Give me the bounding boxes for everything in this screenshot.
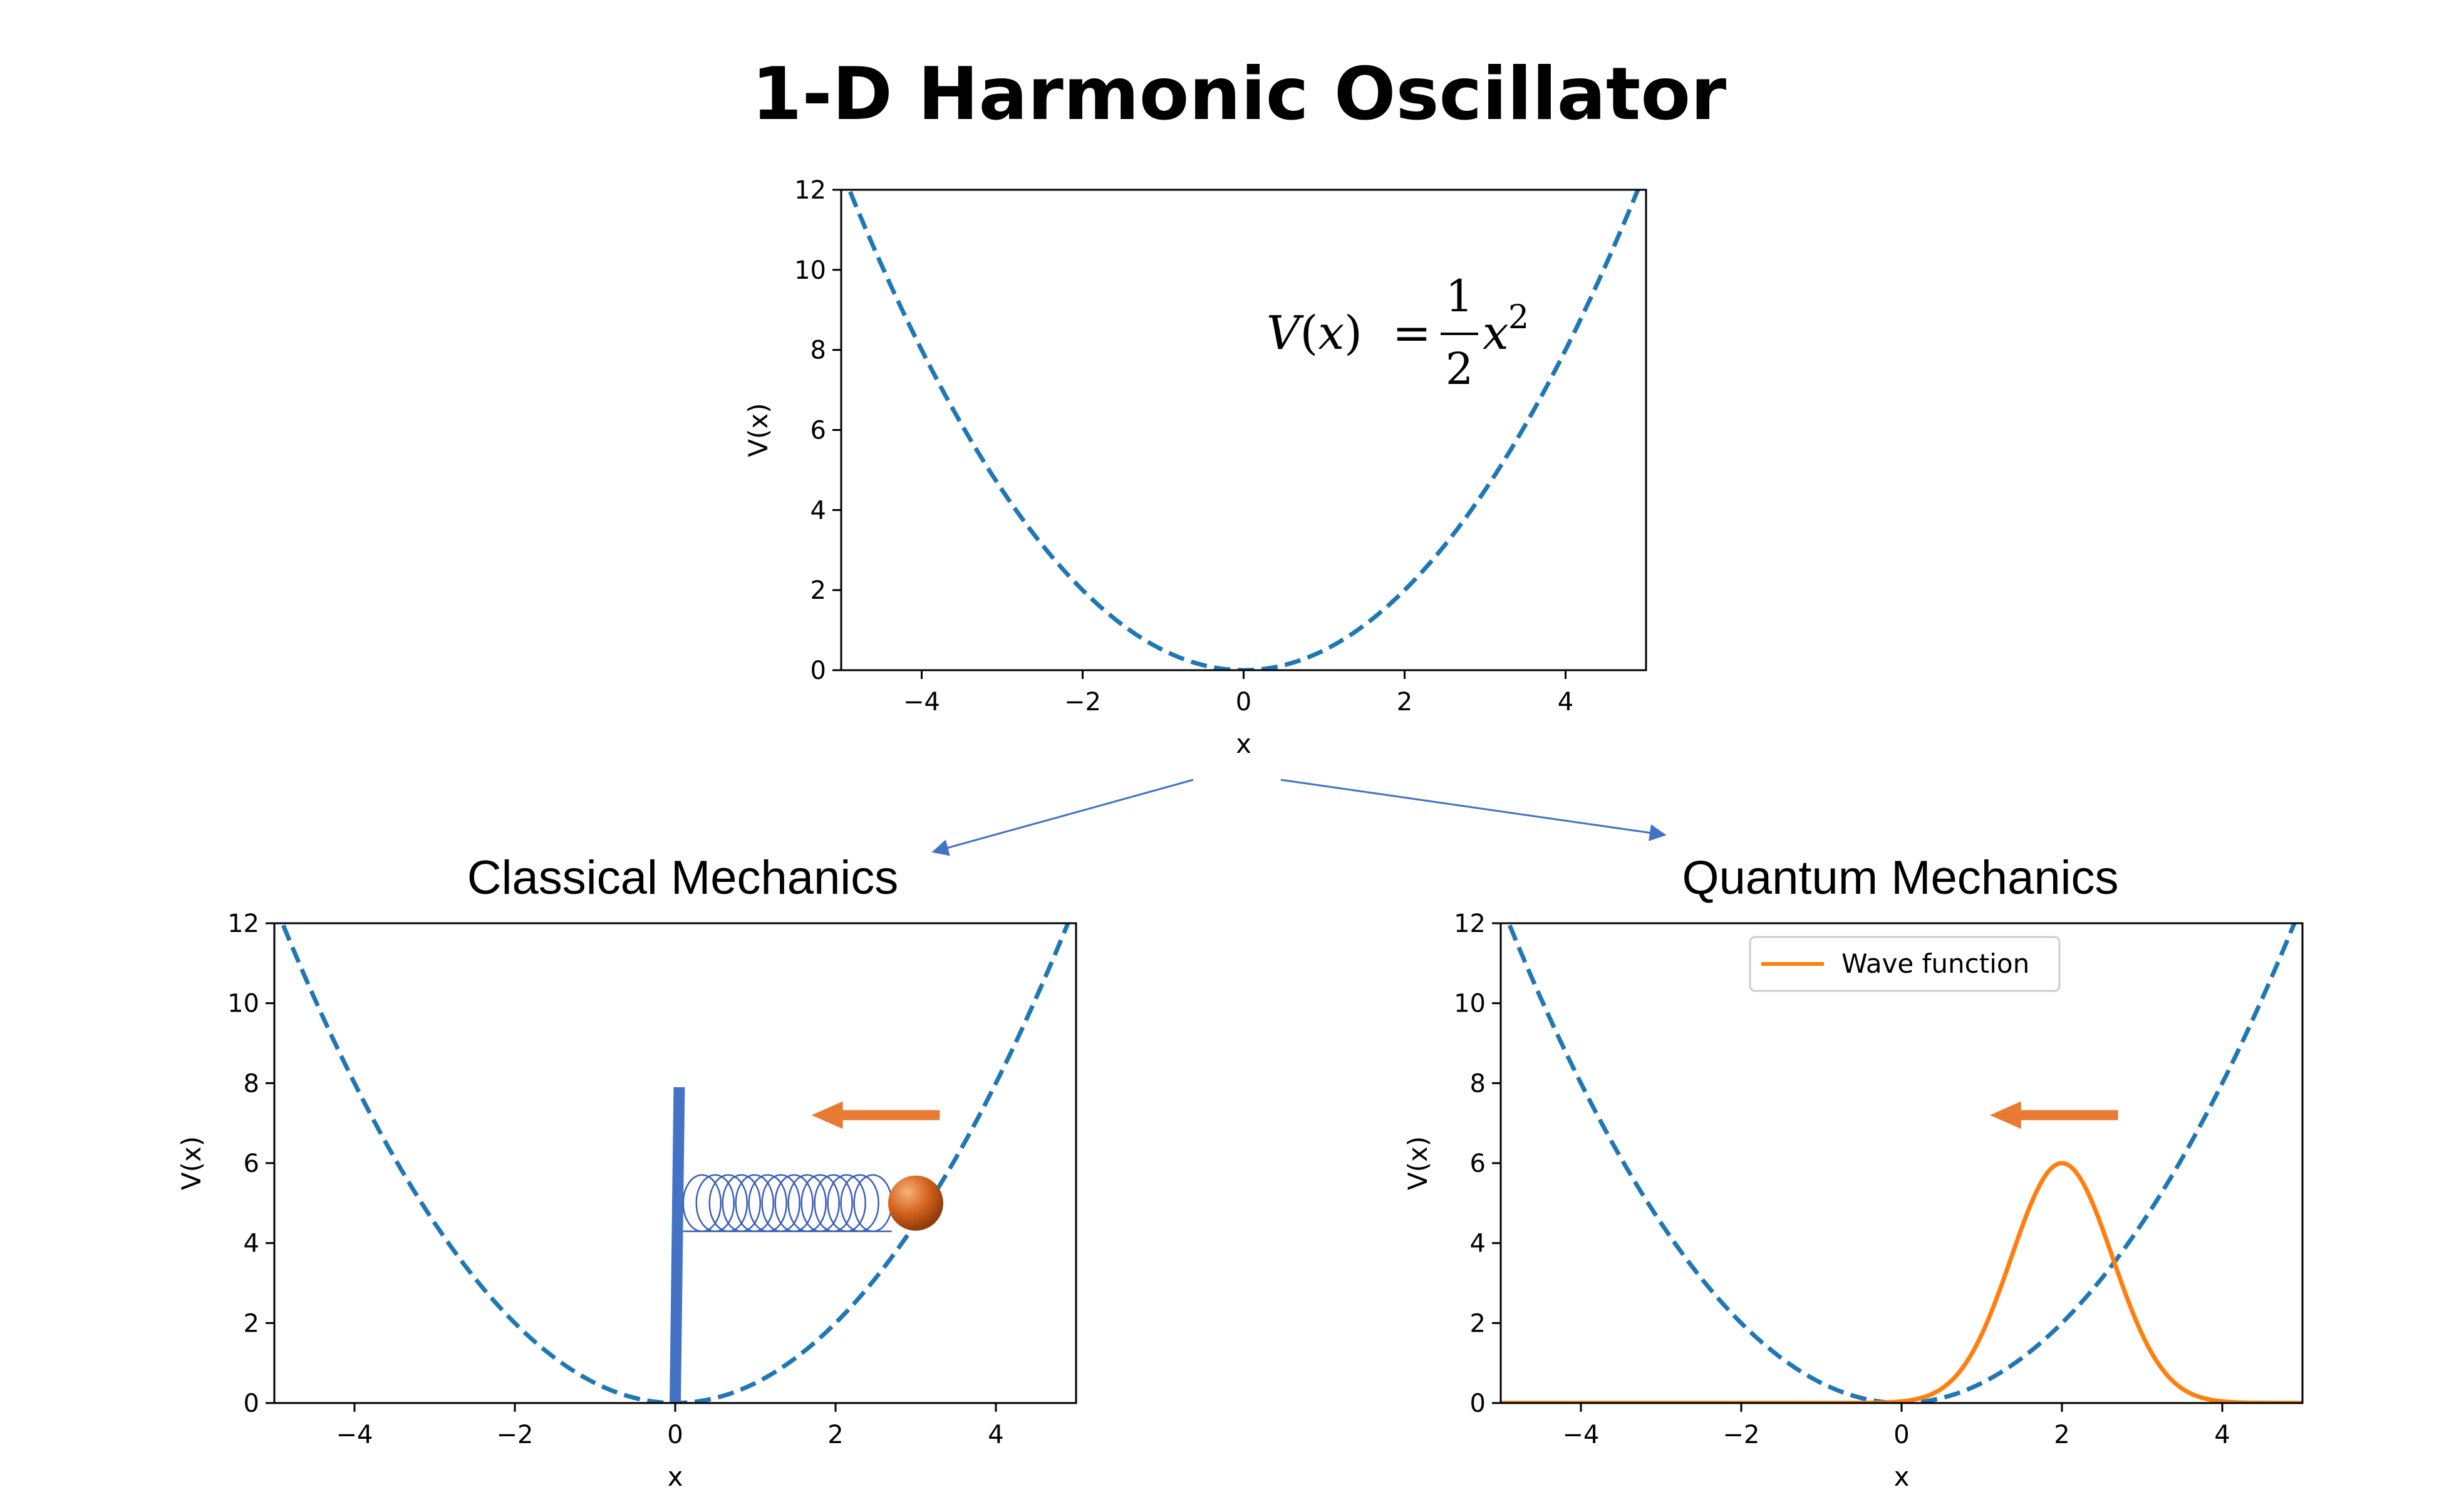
x-tick-label: −2 (1064, 688, 1101, 717)
x-tick-label: 0 (1893, 1421, 1909, 1449)
y-tick-label: 0 (810, 656, 826, 685)
potential-curve (280, 923, 1070, 1403)
y-tick-label: 4 (1470, 1230, 1486, 1258)
y-axis-label: V(x) (1402, 1136, 1433, 1190)
y-tick-label: 6 (1470, 1149, 1486, 1178)
motion-arrow-head (811, 1101, 843, 1129)
y-axis-label: V(x) (176, 1136, 207, 1190)
equation-numerator: 1 (1446, 271, 1474, 322)
x-tick-label: 0 (667, 1421, 683, 1449)
connector-arrow-quantum (1280, 779, 1667, 841)
x-tick-label: 4 (988, 1421, 1003, 1449)
classical-mechanics-heading: Classical Mechanics (467, 851, 898, 904)
y-tick-label: 4 (244, 1230, 259, 1258)
y-tick-label: 0 (1470, 1389, 1486, 1418)
legend-label: Wave function (1841, 948, 2029, 979)
x-tick-label: 2 (2054, 1421, 2069, 1449)
potential-curve (1506, 923, 2297, 1403)
x-tick-label: 0 (1236, 688, 1251, 717)
plot-frame (840, 189, 1647, 671)
plot-area (847, 190, 1640, 670)
x-tick-label: −4 (1563, 1421, 1600, 1449)
y-tick-label: 12 (227, 909, 259, 938)
y-tick-label: 10 (227, 990, 259, 1018)
potential-chart-classical: −4 −2 0 2 4 0 2 4 6 8 10 12 x V(x) (176, 909, 1077, 1492)
x-tick-label: −2 (1723, 1421, 1760, 1449)
y-tick-label: 6 (810, 417, 826, 445)
x-axis-label: x (668, 1461, 683, 1492)
x-tick-label: 2 (827, 1421, 843, 1449)
y-tick-label: 2 (244, 1309, 259, 1338)
equation-power: 2 (1508, 299, 1529, 336)
x-axis-label: x (1894, 1461, 1910, 1492)
legend-box (1749, 936, 2061, 992)
equation-denominator: 2 (1446, 343, 1474, 395)
equation-variable: x (1483, 306, 1509, 360)
x-tick-label: 4 (1558, 688, 1573, 717)
mass-ball (888, 1175, 943, 1231)
potential-curve (847, 190, 1640, 670)
wall-post (670, 1087, 685, 1403)
y-tick-label: 2 (810, 576, 826, 605)
y-tick-label: 8 (244, 1069, 259, 1098)
wave-function-curve (1501, 1161, 2302, 1403)
x-tick-label: 4 (2214, 1421, 2230, 1449)
quantum-mechanics-heading: Quantum Mechanics (1682, 851, 2119, 904)
y-tick-label: 0 (244, 1389, 259, 1418)
potential-equation: V(x) = 1 2 x 2 (1266, 271, 1529, 395)
motion-arrow (1989, 1101, 2118, 1129)
x-tick-label: −2 (497, 1421, 534, 1449)
connector-arrow-classical (931, 779, 1194, 856)
x-tick-label: −4 (903, 688, 940, 717)
y-axis-label: V(x) (743, 403, 774, 457)
y-tick-label: 10 (1454, 990, 1486, 1018)
figure-title: 1-D Harmonic Oscillator (752, 52, 1726, 137)
x-tick-label: 2 (1397, 688, 1412, 717)
potential-chart-quantum: −4 −2 0 2 4 0 2 4 6 8 10 12 x V(x) Wave function (1402, 909, 2304, 1492)
y-tick-label: 12 (794, 176, 826, 205)
y-tick-label: 8 (810, 336, 826, 365)
plot-area (280, 923, 1070, 1403)
x-tick-label: −4 (336, 1421, 373, 1449)
y-tick-label: 10 (794, 256, 826, 285)
y-tick-label: 12 (1454, 909, 1486, 938)
motion-arrow (811, 1101, 940, 1129)
x-axis-label: x (1236, 728, 1251, 759)
plot-frame (1499, 922, 2304, 1404)
y-tick-label: 4 (810, 496, 826, 525)
svg-text:=: = (1392, 306, 1431, 360)
plot-area (1501, 923, 2302, 1403)
legend: Wave function (1749, 936, 2061, 992)
y-tick-label: 8 (1470, 1069, 1486, 1098)
svg-text:V(x): V(x) (1266, 306, 1362, 360)
y-tick-label: 2 (1470, 1309, 1486, 1338)
y-tick-label: 6 (244, 1149, 259, 1178)
motion-arrow-head (1989, 1101, 2021, 1129)
